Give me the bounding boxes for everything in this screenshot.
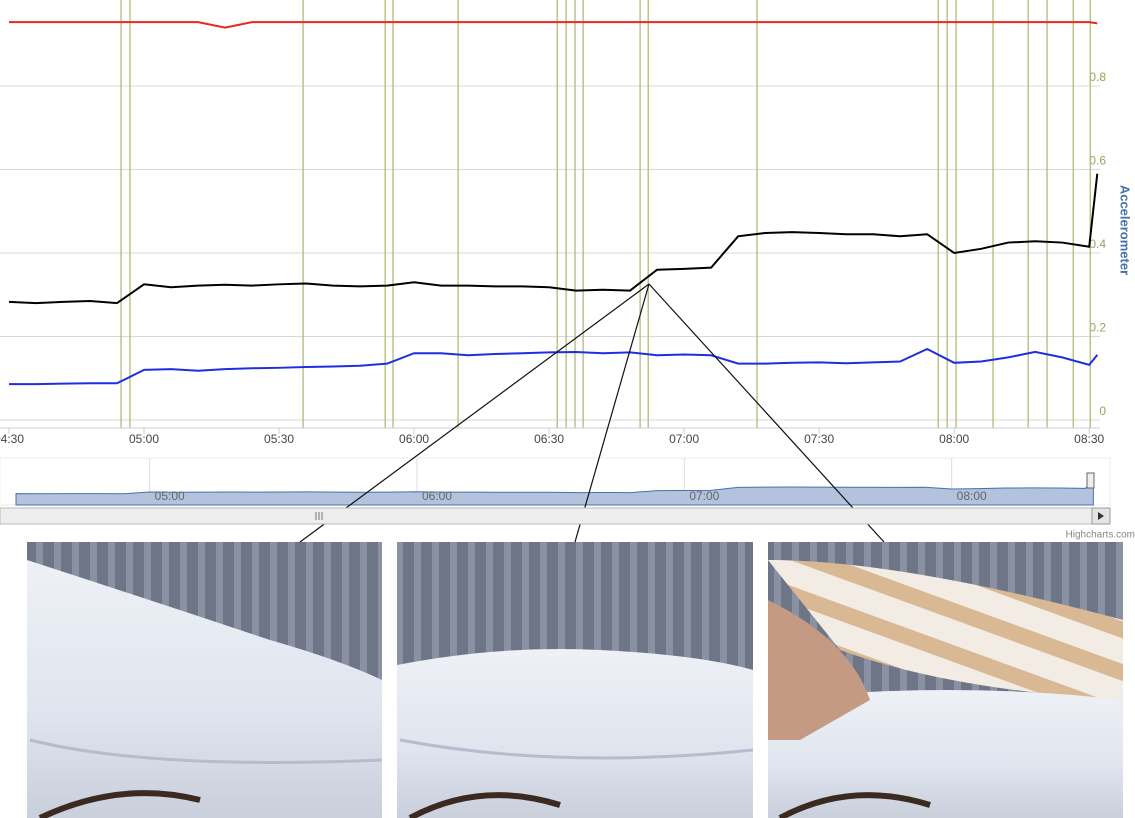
line-series bbox=[9, 22, 1097, 27]
navigator-tick-label: 07:00 bbox=[689, 489, 719, 503]
y-tick-label: 0.4 bbox=[1089, 237, 1106, 251]
chart: 0 0.2 0.4 0.6 0.8 04:30 05:00 05:30 06:00 06:30 07… bbox=[0, 0, 1135, 818]
navigator-handle[interactable] bbox=[1087, 473, 1094, 488]
x-tick-label: 06:00 bbox=[399, 432, 429, 446]
scrollbar[interactable] bbox=[0, 508, 1110, 524]
y-tick-label: 0.6 bbox=[1089, 154, 1106, 168]
y-tick-label: 0 bbox=[1099, 404, 1106, 418]
photo bbox=[397, 542, 753, 818]
x-tick-label: 05:30 bbox=[264, 432, 294, 446]
x-tick-label: 06:30 bbox=[534, 432, 564, 446]
x-tick-label: 08:00 bbox=[939, 432, 969, 446]
navigator-tick-label: 08:00 bbox=[957, 489, 987, 503]
credits[interactable]: Highcharts.com bbox=[1066, 530, 1135, 541]
page: {"chart_data": { "type": "line", "x": [4… bbox=[0, 0, 1135, 818]
photo bbox=[768, 542, 1123, 818]
y-tick-label: 0.2 bbox=[1089, 321, 1106, 335]
y-tick-label: 0.8 bbox=[1089, 70, 1106, 84]
y-axis-title: Accelerometer bbox=[1118, 185, 1133, 275]
navigator-tick-label: 05:00 bbox=[155, 489, 185, 503]
photos bbox=[27, 542, 1123, 818]
x-tick-label: 07:00 bbox=[669, 432, 699, 446]
x-tick-label: 04:30 bbox=[0, 432, 24, 446]
line-series bbox=[9, 174, 1097, 303]
photo bbox=[27, 542, 382, 818]
x-tick-label: 05:00 bbox=[129, 432, 159, 446]
x-tick-label: 08:30 bbox=[1074, 432, 1104, 446]
x-tick-label: 07:30 bbox=[804, 432, 834, 446]
navigator-tick-label: 06:00 bbox=[422, 489, 452, 503]
